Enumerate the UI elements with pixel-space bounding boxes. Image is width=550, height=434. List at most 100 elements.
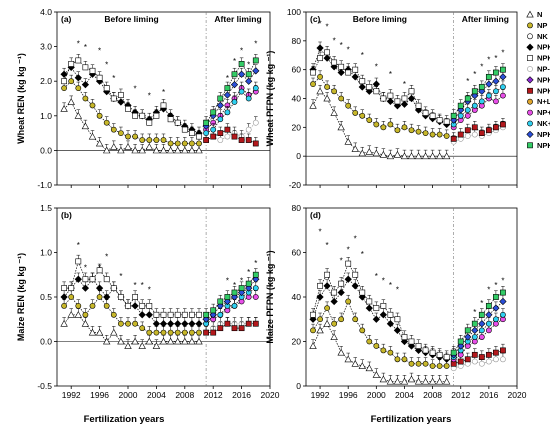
data-point: [103, 119, 110, 126]
y-tick-label: 60: [292, 248, 302, 258]
data-point: [415, 360, 422, 367]
data-point: [492, 356, 499, 363]
data-point: [366, 338, 373, 345]
data-point: [217, 130, 224, 136]
data-point: [181, 329, 188, 336]
data-point: [358, 149, 366, 157]
data-point: [393, 150, 402, 158]
data-point: [471, 124, 478, 131]
data-point: [245, 71, 252, 78]
plot-frame: [56, 11, 271, 186]
x-tick-label: 2004: [147, 390, 166, 400]
data-point: [132, 294, 138, 300]
data-point: [252, 294, 259, 300]
data-point: [61, 285, 67, 291]
legend-item-NK: NK: [527, 32, 548, 41]
data-point: [450, 112, 457, 119]
data-point: [457, 358, 464, 365]
legend-marker: [527, 87, 533, 94]
data-point: [139, 325, 146, 332]
y-axis-title: Maize PFPN (kg kg ⁻¹): [265, 250, 275, 343]
data-point: [394, 356, 401, 363]
data-point: [442, 152, 451, 160]
x-tick-label: 2004: [395, 390, 414, 400]
data-point: [352, 271, 359, 278]
data-point: [352, 66, 359, 73]
data-point: [159, 337, 168, 345]
data-point: [217, 311, 224, 318]
data-point: [400, 100, 409, 108]
data-point: [492, 77, 500, 85]
data-point: [400, 377, 409, 385]
significance-star: *: [148, 92, 151, 101]
data-point: [492, 88, 499, 95]
data-point: [95, 139, 104, 147]
data-point: [464, 133, 471, 139]
data-point: [500, 311, 506, 318]
significance-star: *: [105, 253, 108, 262]
data-point: [407, 152, 416, 160]
data-point: [138, 311, 146, 319]
data-point: [471, 102, 478, 109]
panel-label: (d): [310, 210, 321, 220]
data-point: [338, 63, 345, 70]
significance-star: *: [361, 250, 364, 259]
data-point: [238, 285, 245, 291]
data-point: [61, 78, 67, 85]
data-point: [110, 328, 118, 336]
data-point: [252, 140, 259, 147]
data-point: [400, 152, 409, 160]
significance-star: *: [480, 299, 483, 308]
data-point: [457, 338, 464, 345]
data-point: [88, 132, 97, 140]
y-tick-label: 80: [292, 203, 302, 213]
data-point: [407, 375, 416, 383]
data-point: [74, 310, 83, 318]
significance-star: *: [326, 22, 329, 31]
data-point: [145, 311, 153, 319]
y-tick-label: 60: [292, 65, 302, 75]
data-point: [166, 146, 175, 154]
data-point: [492, 69, 499, 76]
data-point: [485, 92, 492, 99]
data-point: [173, 146, 182, 154]
data-point: [345, 260, 352, 267]
series-NPK: [309, 41, 451, 129]
data-point: [478, 311, 485, 318]
significance-star: *: [501, 277, 504, 286]
data-point: [478, 320, 486, 328]
data-point: [464, 327, 471, 334]
data-point: [223, 91, 232, 99]
data-point: [224, 109, 231, 116]
data-point: [415, 343, 422, 349]
significance-star: *: [148, 286, 151, 295]
data-point: [478, 334, 485, 340]
data-point: [415, 102, 422, 109]
significance-star: *: [240, 277, 243, 286]
data-point: [414, 152, 423, 160]
data-point: [231, 99, 238, 105]
data-point: [464, 112, 471, 119]
data-point: [464, 356, 471, 363]
data-point: [373, 305, 380, 312]
series-NPK: [309, 272, 451, 363]
data-point: [386, 377, 395, 385]
data-point: [238, 137, 245, 143]
data-point: [153, 137, 160, 143]
data-point: [110, 95, 117, 102]
data-point: [167, 116, 174, 123]
data-point: [365, 364, 374, 372]
data-point: [89, 276, 96, 283]
data-point: [316, 87, 324, 95]
data-point: [189, 130, 195, 136]
legend-item-NPKCR+L: NPKCR+L: [527, 141, 550, 150]
data-point: [344, 137, 352, 145]
x-tick-label: 2000: [367, 390, 386, 400]
data-point: [492, 124, 499, 131]
data-point: [75, 258, 82, 265]
data-point: [152, 146, 161, 154]
data-point: [408, 127, 415, 134]
data-point: [82, 276, 89, 283]
data-point: [429, 363, 436, 369]
period-label-before: Before liming: [353, 14, 407, 24]
